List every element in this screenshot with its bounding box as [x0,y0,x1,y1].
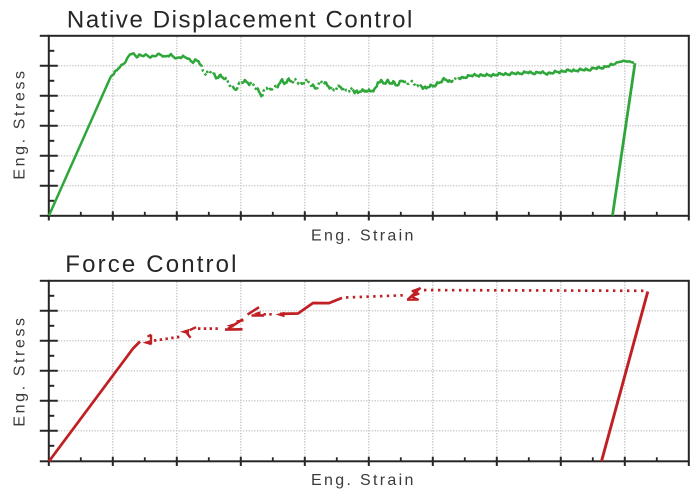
svg-text:Force Control: Force Control [65,251,238,278]
svg-text:Native Displacement Control: Native Displacement Control [67,7,414,34]
svg-text:Eng. Stress: Eng. Stress [12,68,29,179]
svg-text:Eng. Stress: Eng. Stress [12,315,29,426]
svg-text:Eng. Strain: Eng. Strain [311,228,416,245]
svg-text:Eng. Strain: Eng. Strain [311,472,416,489]
